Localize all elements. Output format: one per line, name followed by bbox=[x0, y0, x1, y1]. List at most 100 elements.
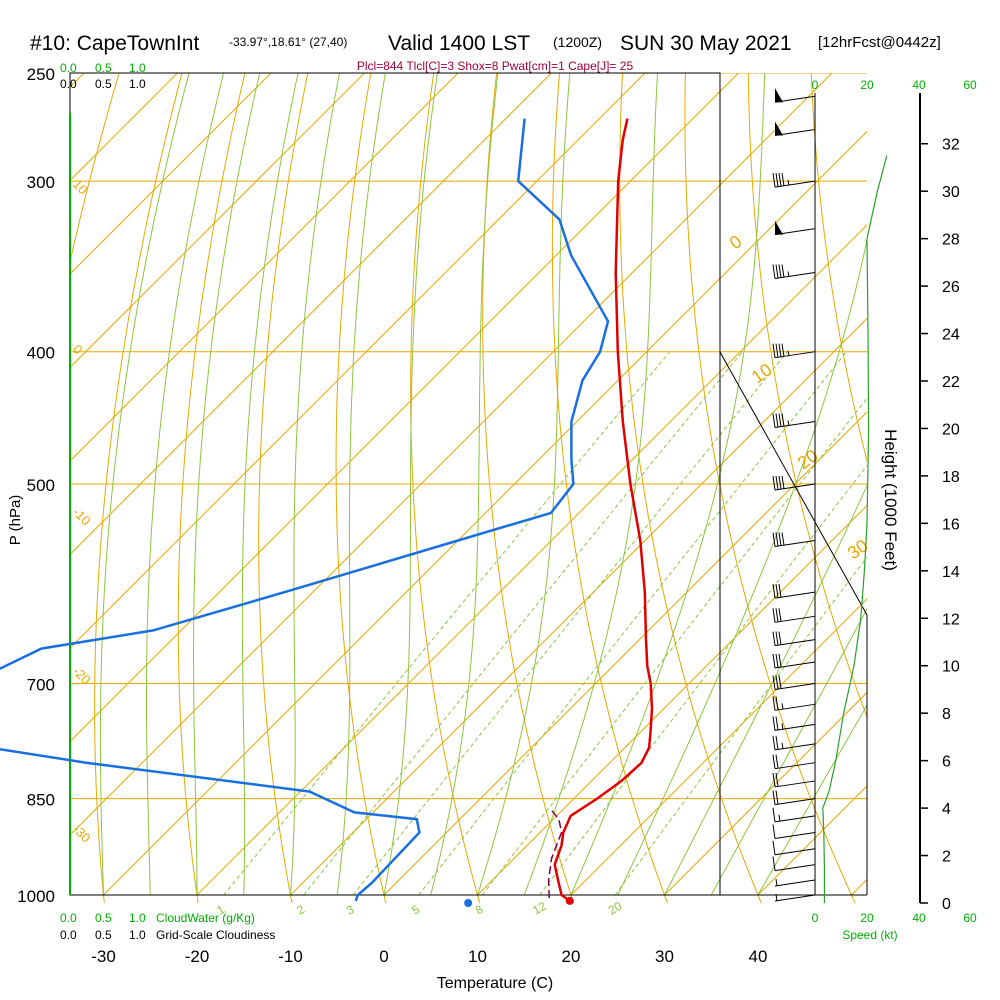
isotherm-line bbox=[70, 73, 365, 369]
isotherm-line bbox=[70, 73, 646, 649]
y-axis-title: P (hPa) bbox=[7, 495, 24, 546]
dry-adiabat-label: 30 bbox=[844, 535, 872, 563]
moist-adiabat-line bbox=[617, 237, 867, 896]
mixing-ratio-line bbox=[303, 351, 743, 896]
temperature-tick-label: -10 bbox=[278, 947, 303, 966]
wind-barb-full bbox=[775, 754, 779, 769]
dry-adiabat-line bbox=[551, 73, 668, 903]
wind-barb-staff bbox=[774, 591, 816, 599]
wind-barb-full bbox=[775, 675, 779, 690]
wind-barb-pennant bbox=[775, 88, 783, 103]
isotherm-line bbox=[851, 878, 867, 896]
wind-barb-full bbox=[781, 475, 785, 489]
wind-barb-staff bbox=[774, 421, 816, 429]
wind-barb bbox=[772, 264, 816, 280]
wind-barb-pennant bbox=[775, 220, 783, 235]
surface-dewpoint-marker bbox=[464, 899, 473, 907]
wind-barb-staff bbox=[774, 703, 816, 711]
wind-barb-full bbox=[772, 343, 776, 358]
moist-adiabat-line bbox=[193, 73, 261, 895]
pressure-tick-label: 300 bbox=[27, 173, 55, 192]
forecast-date: SUN 30 May 2021 bbox=[620, 32, 792, 55]
moist-adiabat-line bbox=[757, 704, 867, 896]
mixing-ratio-label: 5 bbox=[409, 902, 422, 918]
cloud-tick: 0.0 bbox=[60, 61, 77, 75]
wind-barb bbox=[772, 696, 816, 711]
height-tick-label: 6 bbox=[942, 754, 951, 771]
cloud-tick: 0.5 bbox=[95, 911, 112, 925]
moist-adiabat-label: -30 bbox=[70, 822, 94, 846]
isotherm-line bbox=[196, 224, 867, 896]
wind-barb-full bbox=[772, 675, 776, 690]
isotherm-line bbox=[70, 73, 459, 462]
wind-barb-full bbox=[775, 790, 779, 805]
height-tick-label: 8 bbox=[942, 706, 951, 723]
isotherm-line bbox=[70, 73, 552, 556]
speed-tick: 0 bbox=[812, 78, 819, 92]
isotherm-line bbox=[664, 691, 867, 896]
pressure-tick-label: 400 bbox=[27, 344, 55, 363]
wind-barb-half bbox=[781, 742, 784, 750]
wind-barb-full bbox=[772, 840, 776, 855]
forecast-run: [12hrFcst@0442z] bbox=[818, 34, 941, 51]
pressure-tick-label: 700 bbox=[27, 676, 55, 695]
height-tick-label: 14 bbox=[942, 564, 960, 581]
wind-barb-full bbox=[778, 608, 782, 622]
wind-barb-staff bbox=[774, 615, 816, 623]
wind-barb bbox=[772, 675, 816, 691]
moist-adiabat-label: -10 bbox=[70, 505, 94, 529]
station-title: #10: CapeTownInt bbox=[30, 32, 199, 55]
grid-clip bbox=[70, 49, 1000, 924]
mixing-ratio-label: 12 bbox=[530, 899, 549, 918]
moist-adiabat-line bbox=[570, 73, 766, 896]
mixing-ratio-line bbox=[352, 351, 788, 896]
height-tick-label: 10 bbox=[942, 659, 960, 676]
dry-adiabat-label: 10 bbox=[748, 359, 776, 387]
cloud-tick: 0.0 bbox=[60, 911, 77, 925]
wind-barb-full bbox=[772, 807, 776, 822]
wind-barb-staff bbox=[774, 743, 816, 751]
cloudiness-tick: 1.0 bbox=[129, 928, 146, 942]
cloud-scale-bottom: 0.0 0.5 1.0 CloudWater (g/Kg) 0.0 0.5 1.… bbox=[60, 911, 275, 942]
dry-adiabat-line bbox=[482, 73, 575, 903]
wind-barb-full bbox=[775, 696, 779, 710]
height-tick-label: 26 bbox=[942, 279, 960, 296]
wind-barb-staff bbox=[774, 762, 816, 770]
wind-barb bbox=[772, 754, 816, 770]
wind-barb-full bbox=[775, 772, 779, 787]
wind-barb-half bbox=[787, 180, 790, 186]
wind-barb-full bbox=[772, 173, 776, 188]
height-tick-label: 24 bbox=[942, 327, 960, 344]
wind-barb-staff bbox=[774, 272, 816, 280]
isotherm-line bbox=[290, 317, 867, 896]
wind-barb bbox=[772, 840, 816, 856]
wind-barb-full bbox=[775, 475, 779, 490]
wind-barb bbox=[772, 584, 816, 599]
temperature-tick-label: 40 bbox=[749, 947, 768, 966]
wind-barb-half bbox=[775, 878, 778, 887]
isotherm-line bbox=[103, 130, 867, 896]
wind-barb-staff bbox=[774, 815, 816, 823]
wind-barb-full bbox=[775, 264, 779, 279]
wind-barb-full bbox=[778, 475, 782, 490]
speed-tick: 60 bbox=[963, 78, 977, 92]
temperature-tick-label: 10 bbox=[468, 947, 487, 966]
cloud-tick: 1.0 bbox=[129, 911, 146, 925]
wind-barb-staff bbox=[774, 780, 816, 788]
moist-adiabat-label: 10 bbox=[70, 177, 91, 198]
wind-barb bbox=[774, 893, 816, 902]
wind-barb-full bbox=[772, 716, 776, 731]
speed-tick: 60 bbox=[963, 911, 977, 925]
wind-barb-full bbox=[781, 413, 785, 427]
dry-adiabat-line bbox=[684, 73, 856, 903]
wind-barb-full bbox=[775, 608, 779, 622]
wind-barb bbox=[772, 735, 816, 751]
cloudiness-tick: 1.0 bbox=[129, 77, 146, 91]
wind-barb-full bbox=[775, 716, 779, 731]
moist-adiabat-line bbox=[710, 607, 867, 896]
dry-adiabat-line bbox=[935, 49, 1000, 924]
wind-barb-full bbox=[772, 735, 776, 750]
wind-barb-full bbox=[778, 584, 782, 598]
wind-barb-full bbox=[772, 413, 776, 428]
moist-adiabat-line bbox=[523, 73, 658, 896]
